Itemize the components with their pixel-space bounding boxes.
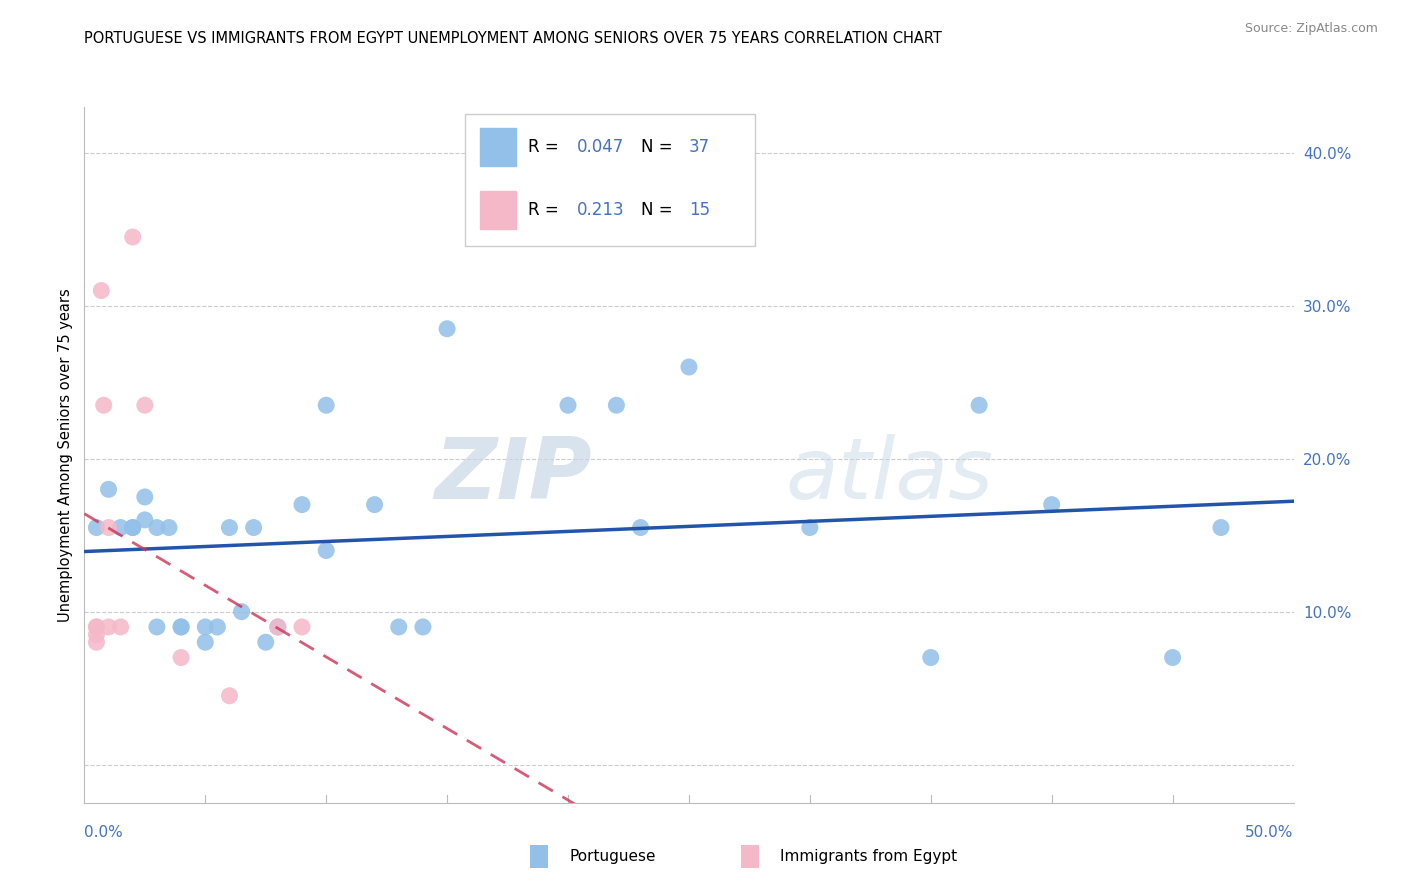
Point bbox=[291, 498, 314, 512]
Point bbox=[86, 635, 108, 649]
Point bbox=[920, 650, 942, 665]
Point bbox=[97, 520, 120, 534]
Point bbox=[412, 620, 434, 634]
Point bbox=[86, 620, 108, 634]
Point bbox=[170, 650, 193, 665]
Text: 37: 37 bbox=[689, 138, 710, 156]
Text: 0.0%: 0.0% bbox=[84, 825, 124, 840]
Point bbox=[436, 322, 458, 336]
Point bbox=[97, 620, 120, 634]
Bar bbox=[479, 191, 516, 229]
Point bbox=[97, 483, 120, 497]
Point bbox=[194, 620, 217, 634]
Point bbox=[242, 520, 264, 534]
Point bbox=[121, 230, 143, 244]
Point bbox=[134, 513, 156, 527]
Point bbox=[291, 620, 314, 634]
Point bbox=[121, 520, 143, 534]
Point bbox=[134, 490, 156, 504]
Text: 0.213: 0.213 bbox=[576, 201, 624, 219]
Text: Portuguese: Portuguese bbox=[569, 849, 657, 863]
Point bbox=[121, 520, 143, 534]
Y-axis label: Unemployment Among Seniors over 75 years: Unemployment Among Seniors over 75 years bbox=[58, 288, 73, 622]
Text: R =: R = bbox=[529, 138, 564, 156]
Point bbox=[267, 620, 290, 634]
Point bbox=[1209, 520, 1232, 534]
Text: N =: N = bbox=[641, 138, 678, 156]
Text: PORTUGUESE VS IMMIGRANTS FROM EGYPT UNEMPLOYMENT AMONG SENIORS OVER 75 YEARS COR: PORTUGUESE VS IMMIGRANTS FROM EGYPT UNEM… bbox=[84, 31, 942, 46]
Point bbox=[267, 620, 290, 634]
Text: 0.047: 0.047 bbox=[576, 138, 624, 156]
Point bbox=[90, 284, 112, 298]
Point bbox=[799, 520, 821, 534]
Point bbox=[363, 498, 385, 512]
Point bbox=[93, 398, 115, 412]
Point bbox=[1040, 498, 1063, 512]
Text: ZIP: ZIP bbox=[434, 434, 592, 517]
Point bbox=[134, 398, 156, 412]
Point bbox=[86, 620, 108, 634]
Point bbox=[1161, 650, 1184, 665]
Point bbox=[388, 620, 411, 634]
Point bbox=[207, 620, 229, 634]
Text: Source: ZipAtlas.com: Source: ZipAtlas.com bbox=[1244, 22, 1378, 36]
Point bbox=[146, 620, 169, 634]
Point bbox=[110, 620, 132, 634]
Text: Immigrants from Egypt: Immigrants from Egypt bbox=[780, 849, 957, 863]
Point bbox=[170, 620, 193, 634]
Bar bbox=[479, 128, 516, 166]
Point bbox=[678, 359, 700, 374]
Point bbox=[315, 543, 337, 558]
Point bbox=[557, 398, 579, 412]
Point bbox=[157, 520, 180, 534]
Text: N =: N = bbox=[641, 201, 678, 219]
Point bbox=[86, 627, 108, 641]
Point bbox=[218, 689, 240, 703]
Text: R =: R = bbox=[529, 201, 569, 219]
Point bbox=[231, 605, 253, 619]
Point bbox=[146, 520, 169, 534]
Text: 50.0%: 50.0% bbox=[1246, 825, 1294, 840]
Point bbox=[194, 635, 217, 649]
Point bbox=[218, 520, 240, 534]
FancyBboxPatch shape bbox=[465, 114, 755, 246]
Text: 15: 15 bbox=[689, 201, 710, 219]
Point bbox=[170, 620, 193, 634]
Point bbox=[254, 635, 277, 649]
Point bbox=[967, 398, 990, 412]
Point bbox=[315, 398, 337, 412]
Point bbox=[630, 520, 652, 534]
Text: atlas: atlas bbox=[786, 434, 994, 517]
Point bbox=[605, 398, 627, 412]
Point bbox=[110, 520, 132, 534]
Point bbox=[86, 520, 108, 534]
